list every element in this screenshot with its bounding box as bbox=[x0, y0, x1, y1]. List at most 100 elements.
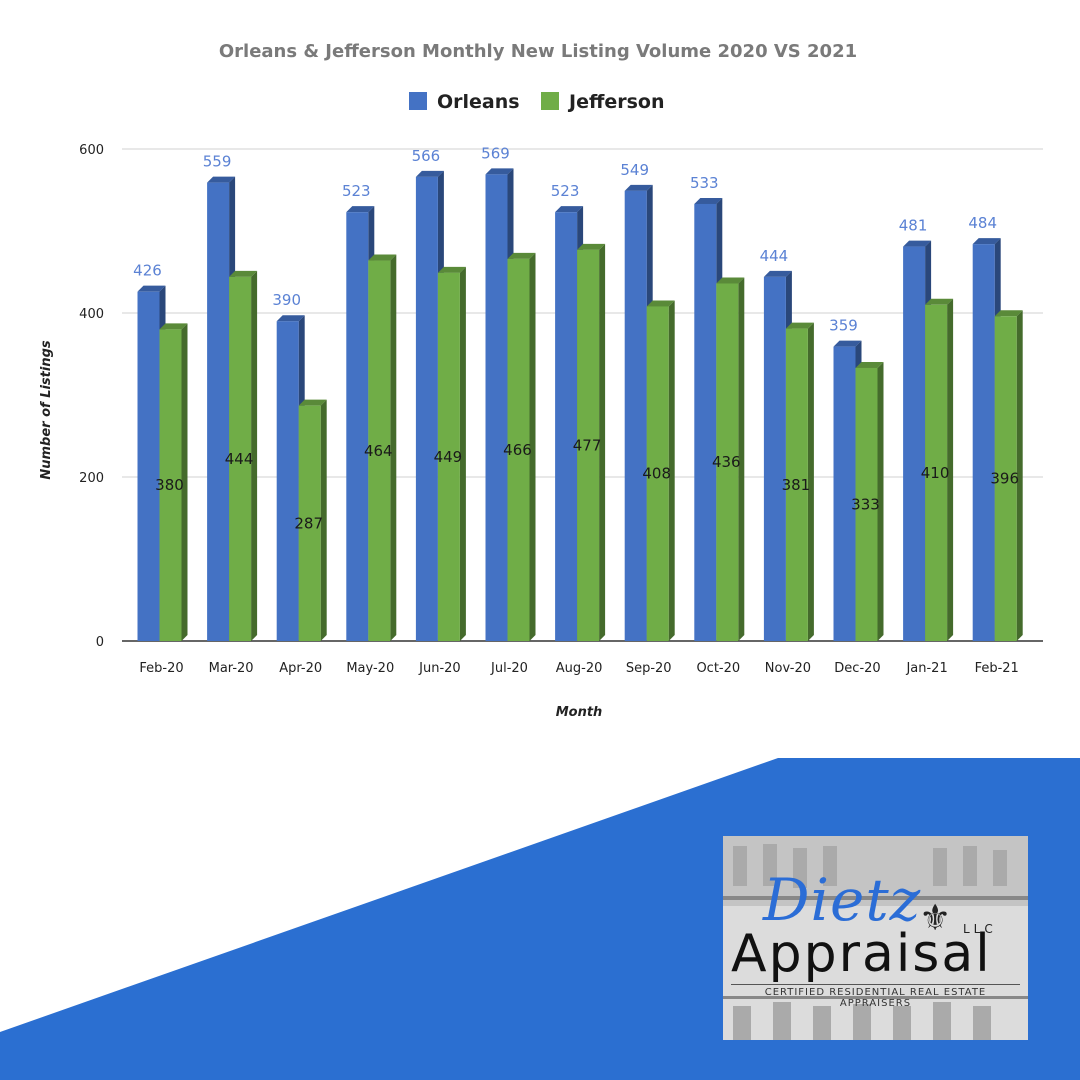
x-tick-label: Sep-20 bbox=[626, 661, 672, 676]
y-tick-label: 600 bbox=[79, 143, 104, 158]
bar-top bbox=[577, 243, 606, 250]
logo-background-building bbox=[723, 836, 1028, 1040]
data-label-orleans: 481 bbox=[899, 217, 928, 235]
data-label-jefferson: 396 bbox=[990, 470, 1019, 488]
bar-orleans bbox=[555, 212, 578, 641]
data-label-orleans: 569 bbox=[481, 144, 510, 162]
bar-jefferson bbox=[855, 367, 878, 641]
bar-orleans bbox=[903, 246, 926, 641]
logo-main-text: Appraisal bbox=[731, 924, 992, 984]
bar-orleans bbox=[485, 174, 508, 642]
data-label-jefferson: 444 bbox=[225, 450, 254, 468]
bar-top bbox=[925, 298, 954, 305]
data-label-orleans: 484 bbox=[968, 214, 997, 232]
bar-side bbox=[390, 254, 397, 641]
chart-title: Orleans & Jefferson Monthly New Listing … bbox=[219, 41, 857, 62]
data-label-orleans: 523 bbox=[551, 182, 580, 200]
bar-side bbox=[459, 266, 466, 641]
bar-top bbox=[485, 168, 514, 175]
data-label-jefferson: 408 bbox=[642, 465, 671, 483]
x-tick-label: Mar-20 bbox=[209, 661, 254, 676]
bar-jefferson bbox=[298, 405, 321, 641]
x-tick-label: Feb-20 bbox=[139, 661, 183, 676]
data-label-orleans: 533 bbox=[690, 174, 719, 192]
bar-side bbox=[877, 361, 884, 641]
bar-jefferson bbox=[716, 283, 739, 641]
logo-script-text: Dietz bbox=[763, 866, 922, 934]
data-label-jefferson: 287 bbox=[294, 514, 323, 532]
legend-label-jefferson: Jefferson bbox=[567, 91, 665, 113]
bar-jefferson bbox=[229, 276, 252, 641]
bar-top bbox=[716, 277, 745, 284]
bar-orleans bbox=[137, 291, 160, 641]
x-axis-title: Month bbox=[556, 705, 603, 720]
bar-top bbox=[437, 266, 466, 273]
bars bbox=[137, 168, 1023, 642]
bar-top bbox=[694, 197, 723, 204]
bar-jefferson bbox=[646, 306, 669, 641]
data-label-jefferson: 477 bbox=[573, 436, 602, 454]
data-label-orleans: 566 bbox=[412, 147, 441, 165]
bar-side bbox=[320, 399, 327, 641]
x-tick-label: Jul-20 bbox=[490, 661, 528, 676]
bar-orleans bbox=[763, 276, 786, 641]
data-label-orleans: 359 bbox=[829, 317, 858, 335]
data-label-orleans: 390 bbox=[272, 291, 301, 309]
data-label-orleans: 426 bbox=[133, 262, 162, 280]
bar-side bbox=[251, 270, 258, 641]
bar-side bbox=[947, 298, 954, 641]
x-tick-label: Oct-20 bbox=[696, 661, 740, 676]
bar-top bbox=[555, 206, 584, 213]
bar-orleans bbox=[346, 212, 369, 641]
bar-orleans bbox=[833, 346, 856, 641]
bar-top bbox=[994, 310, 1023, 317]
bar-orleans bbox=[624, 190, 647, 641]
legend: Orleans Jefferson bbox=[409, 91, 665, 113]
bar-side bbox=[181, 323, 188, 641]
y-axis-title: Number of Listings bbox=[39, 340, 54, 480]
x-tick-labels: Feb-20 Mar-20 Apr-20 May-20 Jun-20 Jul-20 Aug-… bbox=[139, 661, 1018, 676]
bar-jefferson bbox=[785, 328, 808, 641]
bar-top bbox=[229, 270, 258, 277]
bar-top bbox=[646, 300, 675, 307]
data-label-jefferson: 333 bbox=[851, 495, 880, 513]
data-labels: 426 380 559 444 390 287 523 464 566 449 569 466 523 4… bbox=[133, 144, 1019, 532]
bar-orleans bbox=[694, 203, 717, 641]
bar-orleans bbox=[276, 321, 299, 641]
bar-orleans bbox=[972, 244, 995, 641]
x-tick-label: Dec-20 bbox=[834, 661, 880, 676]
bar-top bbox=[763, 270, 792, 277]
bar-top bbox=[207, 176, 236, 183]
bar-top bbox=[855, 361, 884, 368]
bar-top bbox=[833, 340, 862, 347]
bar-jefferson bbox=[368, 260, 391, 641]
x-tick-label: Aug-20 bbox=[556, 661, 603, 676]
x-tick-label: May-20 bbox=[346, 661, 394, 676]
data-label-orleans: 444 bbox=[760, 247, 789, 265]
bar-jefferson bbox=[994, 316, 1017, 641]
bar-top bbox=[972, 238, 1001, 245]
logo-llc-text: LLC bbox=[963, 922, 997, 936]
logo-tagline: CERTIFIED RESIDENTIAL REAL ESTATE APPRAI… bbox=[731, 984, 1020, 1009]
bar-top bbox=[276, 315, 305, 322]
x-tick-label: Apr-20 bbox=[279, 661, 322, 676]
x-tick-label: Jan-21 bbox=[905, 661, 947, 676]
bar-jefferson bbox=[925, 304, 948, 641]
data-label-jefferson: 449 bbox=[434, 448, 463, 466]
bar-top bbox=[785, 322, 814, 329]
bar-top bbox=[903, 240, 932, 247]
data-label-jefferson: 436 bbox=[712, 453, 741, 471]
y-tick-label: 400 bbox=[79, 307, 104, 322]
y-tick-label: 200 bbox=[79, 471, 104, 486]
bar-top bbox=[415, 170, 444, 177]
bar-side bbox=[1016, 310, 1023, 641]
x-tick-label: Feb-21 bbox=[975, 661, 1019, 676]
bar-jefferson bbox=[437, 272, 460, 641]
bar-orleans bbox=[207, 182, 230, 641]
bar-side bbox=[599, 243, 606, 642]
bar-jefferson bbox=[577, 249, 600, 642]
legend-label-orleans: Orleans bbox=[437, 91, 520, 113]
bar-side bbox=[668, 300, 675, 641]
bar-jefferson bbox=[507, 258, 530, 641]
fleur-de-lis-icon: ⚜ bbox=[919, 898, 952, 939]
